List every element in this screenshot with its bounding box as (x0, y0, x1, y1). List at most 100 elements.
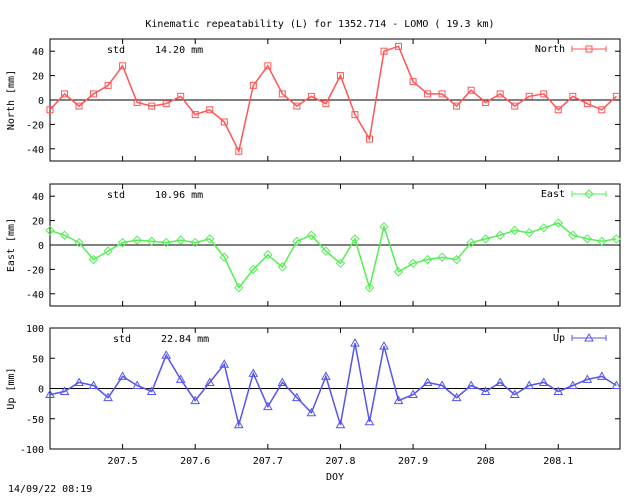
east-data-point (466, 237, 476, 248)
x-tick-label: 208.1 (543, 456, 573, 467)
up-data-point (466, 380, 477, 389)
east-data-point (74, 237, 84, 248)
north-ytick-label: -20 (26, 120, 44, 131)
north-data-point (235, 147, 243, 155)
north-panel: -40 -20 0 20 40 North [mm] std 14.20 mm North (6, 38, 621, 162)
up-data-point (379, 341, 389, 350)
north-data-point (424, 90, 432, 98)
east-ytick-label: 0 (38, 241, 44, 252)
up-data-point (306, 407, 317, 417)
up-data-point (59, 386, 70, 396)
up-data-point (88, 380, 99, 389)
north-data-point (496, 90, 504, 98)
up-std-label: std (113, 334, 131, 345)
north-data-point (249, 81, 257, 89)
north-data-point (395, 42, 403, 50)
north-data-point (612, 92, 620, 100)
up-ylabel: Up [mm] (6, 367, 17, 409)
up-data-point (509, 389, 520, 399)
north-ytick-label: 40 (32, 47, 44, 58)
east-data-point (379, 221, 389, 232)
up-data-point (219, 359, 230, 368)
north-data-point (554, 106, 562, 114)
x-tick-label: 207.7 (253, 456, 283, 467)
up-data-point (437, 380, 447, 389)
up-data-point (350, 338, 360, 347)
east-data-point (263, 250, 273, 260)
up-data-point (364, 416, 375, 426)
up-data-point (451, 392, 462, 402)
up-legend-marker (584, 332, 594, 342)
up-data-point (611, 380, 622, 389)
up-data-point (117, 371, 128, 380)
north-data-point (75, 102, 83, 110)
footer-timestamp: 14/09/22 08:19 (8, 484, 92, 495)
east-legend-marker (584, 189, 594, 199)
north-ytick-label: 20 (32, 72, 44, 83)
x-tick-label: 207.5 (108, 456, 138, 467)
east-std-label: std (107, 190, 125, 201)
north-data-point (467, 86, 475, 94)
east-data-point (364, 282, 375, 293)
north-data-point (264, 62, 272, 70)
north-data-point (46, 106, 54, 114)
east-data-point (292, 236, 302, 247)
north-data-point (293, 102, 301, 110)
up-data-point (262, 401, 273, 411)
east-data-point (219, 252, 229, 262)
up-data-point (132, 380, 142, 389)
north-data-point (322, 100, 330, 108)
up-data-point (567, 380, 578, 389)
east-data-point (597, 236, 607, 247)
north-data-point (104, 81, 112, 89)
up-ytick-label: 50 (32, 354, 44, 365)
north-data-point (525, 92, 533, 100)
x-tick-label: 207.6 (180, 456, 210, 467)
east-data-point (277, 262, 288, 272)
east-data-point (175, 235, 186, 245)
north-data-point (336, 72, 344, 80)
east-legend-label: East (541, 189, 565, 200)
east-data-point (480, 234, 491, 244)
north-legend-label: North (535, 44, 565, 55)
north-ylabel: North [mm] (6, 70, 17, 130)
up-data-point (495, 377, 506, 386)
north-data-point (307, 92, 315, 100)
east-data-point (146, 236, 157, 247)
east-ytick-label: 20 (32, 217, 44, 228)
up-data-point (204, 377, 215, 386)
north-data-point (177, 92, 185, 100)
north-data-point (409, 78, 417, 86)
up-data-point (408, 389, 418, 399)
north-data-point (90, 90, 98, 98)
up-data-point (103, 392, 113, 402)
up-panel: -100 -50 0 50 100 207.5 207.6 207.7 207.8 207.9 20… (6, 324, 622, 483)
east-data-point (393, 267, 404, 277)
north-data-point (583, 100, 591, 108)
up-data-point (292, 392, 302, 402)
up-series-line (49, 342, 617, 428)
north-ytick-label: -40 (26, 145, 44, 156)
up-data-point (596, 371, 607, 380)
x-tick-label: 208 (477, 456, 495, 467)
up-ytick-label: 100 (26, 324, 44, 335)
east-data-point (495, 230, 505, 240)
east-data-point (234, 282, 244, 293)
north-data-point (453, 102, 461, 110)
up-data-point (582, 374, 593, 383)
north-data-point (220, 118, 228, 126)
north-data-point (278, 90, 286, 98)
up-data-point (422, 377, 433, 386)
north-data-point (438, 90, 446, 98)
up-data-point (45, 389, 55, 399)
up-data-point (74, 377, 84, 386)
east-ytick-label: 40 (32, 192, 44, 203)
east-data-point (190, 237, 200, 248)
east-data-point (582, 234, 593, 244)
up-data-point (146, 386, 157, 396)
north-data-point (569, 92, 577, 100)
east-panel: -40 -20 0 20 40 East [mm] std 10.96 mm East (6, 183, 622, 307)
up-data-point (335, 419, 346, 429)
x-tick-label: 207.8 (325, 456, 355, 467)
